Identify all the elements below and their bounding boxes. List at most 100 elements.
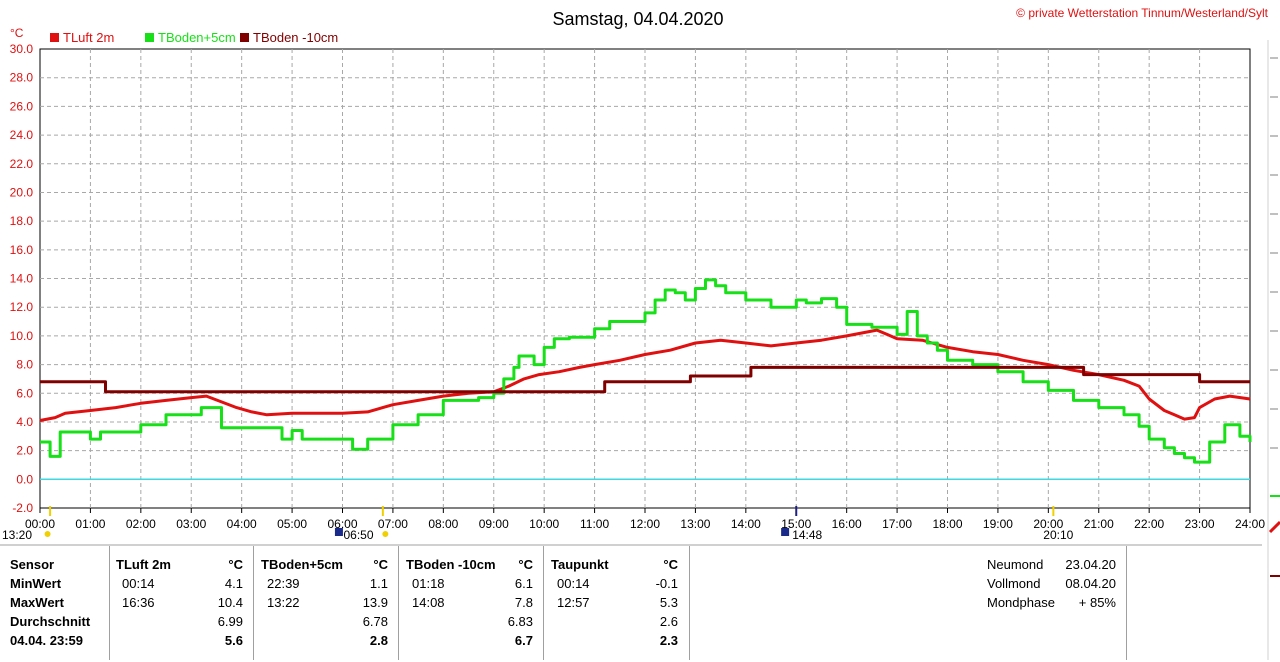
x-tick-label: 15:00	[781, 517, 811, 531]
x-tick-label: 24:00	[1235, 517, 1265, 531]
y-tick-label: 28.0	[10, 71, 34, 85]
group-unit: °C	[518, 557, 533, 572]
moon-value-phase: + 85%	[1078, 595, 1116, 610]
sun-icon	[44, 531, 51, 537]
time-label: 14:48	[792, 528, 822, 542]
x-tick-label: 04:00	[227, 517, 257, 531]
moon-info: Neumond 23.04.20 Vollmond 08.04.20 Mondp…	[987, 546, 1122, 660]
series-line-tluft-2m	[39, 328, 1251, 422]
sensor-group: TBoden+5cm °C 22:39 1.1 13:22 13.9 6.78 2.8	[261, 546, 394, 660]
group-unit: °C	[373, 557, 388, 572]
legend-swatch	[240, 33, 249, 42]
max-value: 13.9	[362, 595, 388, 610]
sun-icon	[382, 531, 389, 537]
sensor-header: Sensor	[10, 557, 55, 572]
legend-swatch	[145, 33, 154, 42]
table-divider	[543, 546, 544, 660]
current-value: 5.6	[224, 633, 243, 648]
average-value: 2.6	[659, 614, 678, 629]
current-value: 2.8	[369, 633, 388, 648]
series-line-tboden-5cm	[40, 278, 1252, 464]
sensor-group: TBoden -10cm °C 01:18 6.1 14:08 7.8 6.83 6.7	[406, 546, 539, 660]
min-value: 6.1	[514, 576, 533, 591]
sensor-column: Sensor MinWert MaxWert Durchschnitt 04.0…	[10, 546, 110, 660]
y-tick-label: 14.0	[10, 272, 34, 286]
max-time: 12:57	[557, 595, 590, 610]
x-tick-label: 11:00	[580, 517, 609, 531]
min-time: 00:14	[122, 576, 155, 591]
x-tick-label: 23:00	[1185, 517, 1215, 531]
x-tick-label: 14:00	[731, 517, 761, 531]
table-divider	[398, 546, 399, 660]
x-tick-label: 02:00	[126, 517, 156, 531]
x-tick-label: 19:00	[983, 517, 1013, 531]
row-label-max: MaxWert	[10, 595, 64, 610]
moon-value-new: 23.04.20	[1065, 557, 1116, 572]
legend-label: TLuft 2m	[63, 30, 114, 45]
moon-value-full: 08.04.20	[1065, 576, 1116, 591]
max-time: 14:08	[412, 595, 445, 610]
group-name: TBoden+5cm	[261, 557, 343, 572]
x-tick-label: 18:00	[932, 517, 962, 531]
max-value: 10.4	[217, 595, 243, 610]
y-tick-label: 24.0	[10, 128, 34, 142]
table-divider	[253, 546, 254, 660]
moon-label-new: Neumond	[987, 557, 1044, 572]
max-value: 7.8	[514, 595, 533, 610]
y-axis-unit: °C	[10, 26, 24, 40]
x-tick-label: 08:00	[428, 517, 458, 531]
x-tick-label: 13:00	[680, 517, 710, 531]
table-divider	[689, 546, 690, 660]
moon-icon	[781, 528, 790, 536]
y-tick-label: 0.0	[16, 472, 33, 486]
group-name: TLuft 2m	[116, 557, 171, 572]
x-tick-label: 20:00	[1033, 517, 1063, 531]
y-tick-label: 8.0	[16, 358, 33, 372]
y-tick-label: 10.0	[10, 329, 34, 343]
x-tick-label: 09:00	[479, 517, 509, 531]
group-unit: °C	[663, 557, 678, 572]
y-tick-label: 26.0	[10, 99, 34, 113]
y-tick-label: 22.0	[10, 157, 34, 171]
group-name: Taupunkt	[551, 557, 609, 572]
time-label: 06:50	[344, 528, 374, 542]
group-name: TBoden -10cm	[406, 557, 496, 572]
max-value: 5.3	[659, 595, 678, 610]
right-scale-strip	[1267, 40, 1280, 660]
x-tick-label: 03:00	[176, 517, 206, 531]
y-tick-label: -2.0	[12, 501, 33, 515]
min-time: 01:18	[412, 576, 445, 591]
copyright-text: © private Wetterstation Tinnum/Westerlan…	[1016, 6, 1269, 20]
max-time: 13:22	[267, 595, 300, 610]
time-label: 13:20	[2, 528, 32, 542]
x-tick-label: 05:00	[277, 517, 307, 531]
moon-icon	[334, 528, 343, 536]
y-tick-label: 12.0	[10, 300, 34, 314]
series-line-tboden-10cm	[40, 365, 1250, 394]
average-value: 6.78	[362, 614, 388, 629]
moon-label-full: Vollmond	[987, 576, 1041, 591]
y-tick-label: 30.0	[10, 42, 34, 56]
sensor-group: TLuft 2m °C 00:14 4.1 16:36 10.4 6.99 5.6	[116, 546, 249, 660]
table-divider	[109, 546, 110, 660]
x-tick-label: 06:00	[327, 517, 357, 531]
x-tick-label: 22:00	[1134, 517, 1164, 531]
row-label-min: MinWert	[10, 576, 62, 591]
sensor-group: Taupunkt °C 00:14 -0.1 12:57 5.3 2.6 2.3	[551, 546, 684, 660]
y-tick-label: 20.0	[10, 185, 34, 199]
legend-label: TBoden+5cm	[158, 30, 236, 45]
table-divider	[1126, 546, 1127, 660]
y-tick-label: 16.0	[10, 243, 34, 257]
x-tick-label: 17:00	[882, 517, 912, 531]
x-tick-label: 10:00	[529, 517, 559, 531]
min-time: 00:14	[557, 576, 590, 591]
min-value: 4.1	[224, 576, 243, 591]
y-tick-label: 2.0	[16, 444, 33, 458]
y-tick-label: 18.0	[10, 214, 34, 228]
x-tick-label: 16:00	[832, 517, 862, 531]
legend-label: TBoden -10cm	[253, 30, 338, 45]
x-tick-label: 07:00	[378, 517, 408, 531]
min-value: 1.1	[369, 576, 388, 591]
current-value: 6.7	[514, 633, 533, 648]
